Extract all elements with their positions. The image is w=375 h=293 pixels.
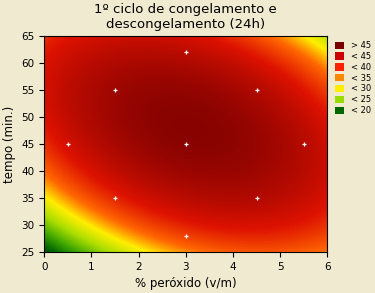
Legend: > 45, < 45, < 40, < 35, < 30, < 25, < 20: > 45, < 45, < 40, < 35, < 30, < 25, < 20 bbox=[334, 40, 372, 116]
Title: 1º ciclo de congelamento e
descongelamento (24h): 1º ciclo de congelamento e descongelamen… bbox=[94, 3, 277, 31]
Y-axis label: tempo (min.): tempo (min.) bbox=[3, 105, 16, 183]
X-axis label: % peróxido (v/m): % peróxido (v/m) bbox=[135, 277, 237, 290]
